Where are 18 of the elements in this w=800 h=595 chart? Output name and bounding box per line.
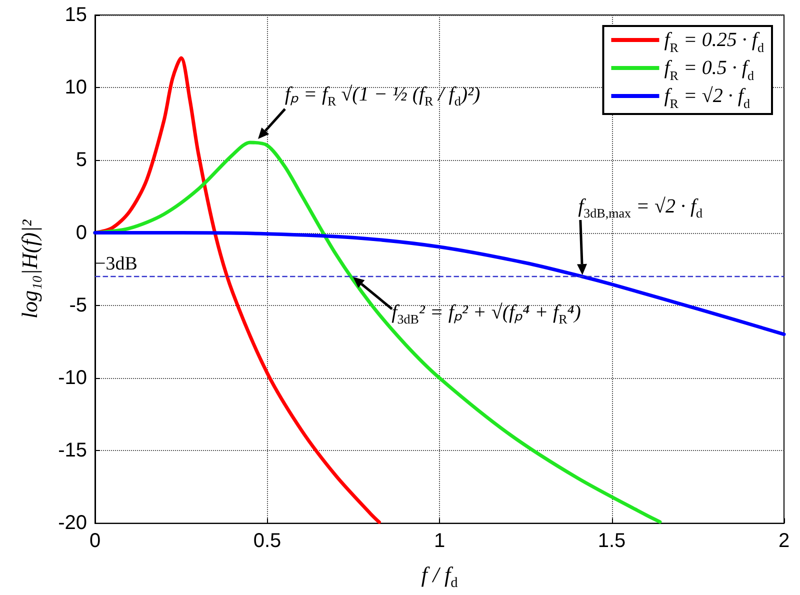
y-tick-label: -10 (58, 367, 87, 389)
y-tick-label: 15 (64, 4, 87, 26)
y-tick-label: -20 (58, 512, 87, 534)
x-tick-label: 1.5 (598, 530, 626, 552)
y-axis-title: log₁₀|H(f)|² (17, 219, 42, 318)
y-tick-label: -15 (58, 440, 87, 462)
x-tick-label: 1 (434, 530, 446, 552)
line-series (93, 231, 786, 336)
y-tick-label: 10 (64, 76, 87, 99)
annotation: f$_{3dB,max}$ = √2 · f$_{d}$ (578, 195, 703, 222)
y-tick-label: -5 (69, 294, 87, 316)
x-tick-label: 0.5 (253, 530, 282, 552)
ref-line-label: −3dB (95, 253, 138, 274)
y-tick-label: 0 (76, 222, 87, 244)
x-tick-label: 2 (778, 530, 790, 552)
y-tick-label: 5 (76, 149, 87, 172)
annotation: f$_{3dB}$² = fₚ² + √(fₚ⁴ + f$_{R}$⁴) (392, 301, 581, 328)
annotation: fₚ = f$_{R}$ √(1 − ½ (f$_{R}$ / f$_{d}$)²) (284, 83, 480, 110)
